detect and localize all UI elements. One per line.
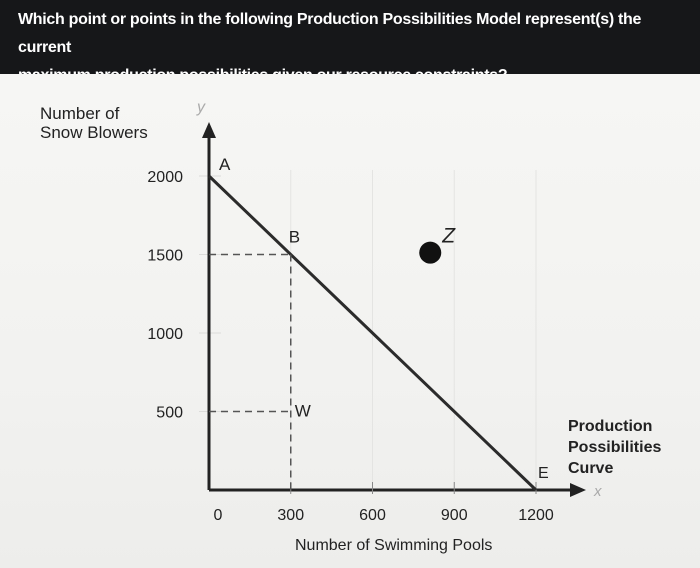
x-axis-label: Number of Swimming Pools [295,537,492,554]
x-tick-label-300: 300 [277,507,304,524]
curve-label-line-1: Production [568,418,652,435]
y-tick-label-500: 500 [156,405,183,422]
point-label-b: B [289,228,300,247]
point-label-e: E [538,465,549,482]
y-tick-label-1000: 1000 [147,326,183,343]
ppf-chart: A B W Z E 500 1000 1500 2000 300 600 900 1200 0 Number… [40,99,661,554]
point-label-z: Z [441,225,456,248]
x-axis-arrowhead [570,483,586,497]
origin-label: 0 [214,507,223,524]
ppf-figure: A B W Z E 500 1000 1500 2000 300 600 900 1200 0 Number… [0,74,700,568]
y-axis-label-line-1: Number of [40,104,120,123]
point-label-a: A [219,155,231,174]
y-axis-letter: y [196,99,206,116]
y-axis-label-line-2: Snow Blowers [40,123,148,142]
x-tick-label-1200: 1200 [518,507,554,524]
ppf-curve-line [207,174,538,492]
x-tick-label-600: 600 [359,507,386,524]
x-tick-label-900: 900 [441,507,468,524]
y-axis-arrowhead [202,122,216,138]
curve-label-line-3: Curve [568,460,613,477]
point-z-marker [419,241,442,264]
point-label-w: W [295,402,311,421]
question-line-1: Which point or points in the following P… [18,11,642,56]
y-tick-label-1500: 1500 [147,248,183,265]
curve-label-line-2: Possibilities [568,439,661,456]
y-tick-label-2000: 2000 [147,169,183,186]
x-axis-letter: x [593,483,602,500]
